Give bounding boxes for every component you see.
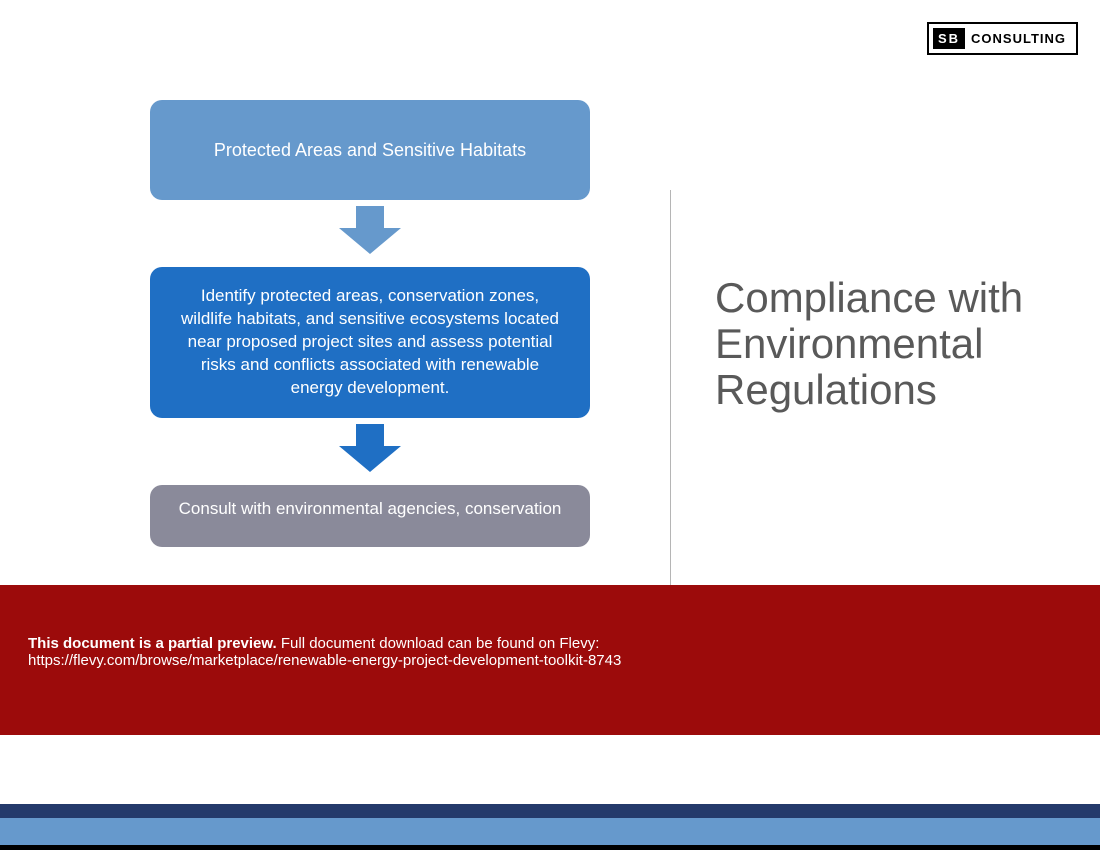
preview-link[interactable]: https://flevy.com/browse/marketplace/ren… — [28, 652, 621, 669]
flow-box-3-text: Consult with environmental agencies, con… — [179, 499, 562, 518]
preview-banner: This document is a partial preview. Full… — [0, 585, 1100, 735]
flow-box-3: Consult with environmental agencies, con… — [150, 485, 590, 547]
page-title: Compliance with Environmental Regulation… — [715, 275, 1055, 414]
bottom-stripe-thin — [0, 804, 1100, 818]
bottom-stripe-black — [0, 845, 1100, 850]
flow-box-1-text: Protected Areas and Sensitive Habitats — [214, 140, 526, 161]
logo-word: CONSULTING — [971, 31, 1066, 46]
logo-box: SB CONSULTING — [927, 22, 1078, 55]
preview-rest-text: Full document download can be found on F… — [277, 635, 600, 652]
logo-initials: SB — [933, 28, 965, 49]
preview-bold-text: This document is a partial preview. — [28, 635, 277, 652]
flow-arrow-1 — [339, 206, 401, 259]
flow-box-1: Protected Areas and Sensitive Habitats — [150, 100, 590, 200]
title-section: Compliance with Environmental Regulation… — [715, 275, 1055, 414]
vertical-divider — [670, 190, 671, 590]
flow-box-2: Identify protected areas, conservation z… — [150, 267, 590, 418]
flow-arrow-2 — [339, 424, 401, 477]
flow-box-2-text: Identify protected areas, conservation z… — [181, 286, 559, 397]
